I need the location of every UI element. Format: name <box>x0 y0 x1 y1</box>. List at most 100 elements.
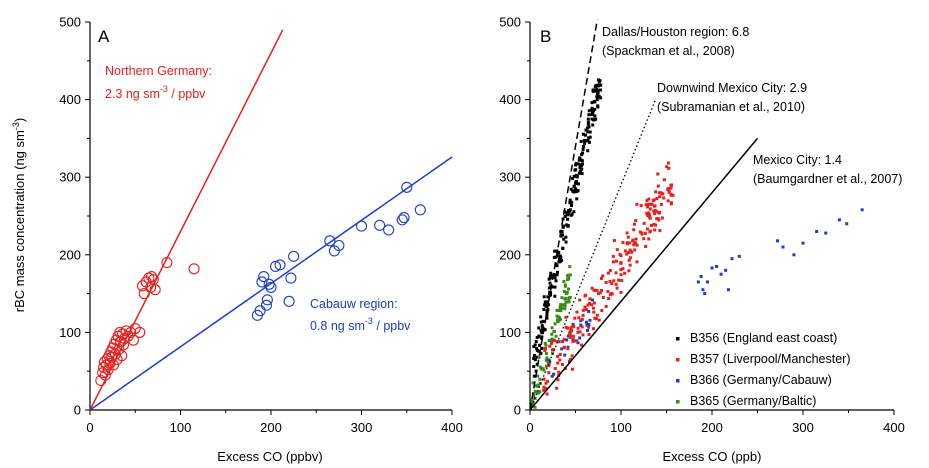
b357-point <box>652 198 656 202</box>
panel-a-y-axis-label-tail: ) <box>12 118 27 122</box>
b356-point <box>582 145 586 149</box>
b357-point <box>562 346 566 350</box>
b357-point <box>661 192 665 196</box>
b357-point <box>650 202 654 206</box>
b356-point <box>542 308 546 312</box>
b365-point <box>536 374 540 378</box>
b356-point <box>568 209 572 213</box>
mexico-city-line <box>529 137 759 411</box>
panel-a-x-tick-label: 0 <box>86 420 93 435</box>
b366-point <box>726 288 730 292</box>
b356-point <box>599 88 603 92</box>
b365-point <box>566 274 570 278</box>
b365-point <box>558 306 562 310</box>
b357-point <box>648 214 652 218</box>
b357-point <box>612 279 616 283</box>
b357-point <box>574 339 578 343</box>
b356-point <box>595 88 599 92</box>
panel-a-y-tick-label: 0 <box>74 403 81 418</box>
b366-point <box>579 323 583 327</box>
cabauw-point <box>274 259 286 271</box>
b357-point <box>568 336 572 340</box>
legend-marker <box>676 379 680 383</box>
b357-point <box>653 228 657 232</box>
b356-point <box>572 174 576 178</box>
b357-point <box>581 313 585 317</box>
b357-point <box>648 229 652 233</box>
northern-germany-value: 2.3 ng sm <box>105 87 160 101</box>
b357-point <box>555 386 559 390</box>
b356-point <box>579 139 583 143</box>
b357-point <box>656 217 660 221</box>
cabauw-point <box>374 219 386 231</box>
b357-point <box>644 245 648 249</box>
b356-point <box>573 190 577 194</box>
b366-point <box>590 298 594 302</box>
b357-point <box>608 269 612 273</box>
b357-point <box>628 263 632 267</box>
b357-point <box>569 326 573 330</box>
b365-point <box>554 334 558 338</box>
b357-point <box>648 216 652 220</box>
cabauw-point <box>256 276 268 288</box>
b356-point <box>587 113 591 117</box>
b366-point <box>776 239 780 243</box>
b357-point <box>619 254 623 258</box>
b357-point <box>573 316 577 320</box>
b356-point <box>570 204 574 208</box>
b356-point <box>549 271 553 275</box>
b357-point <box>626 251 630 255</box>
cabauw-point <box>283 295 295 307</box>
b357-point <box>590 286 594 290</box>
b357-point <box>645 199 649 203</box>
b365-point <box>531 381 535 385</box>
b366-point <box>705 280 709 284</box>
b357-point <box>634 237 638 241</box>
legend-marker <box>676 337 680 341</box>
b365-point <box>564 296 568 300</box>
b357-point <box>623 271 627 275</box>
b357-point <box>619 261 623 265</box>
b357-point <box>669 186 673 190</box>
b366-point <box>550 374 554 378</box>
b365-point <box>550 326 554 330</box>
b366-point <box>781 245 785 249</box>
b356-point <box>533 358 537 362</box>
b357-point <box>597 318 601 322</box>
b365-point <box>557 315 561 319</box>
b356-point <box>557 251 561 255</box>
b357-point <box>542 388 546 392</box>
b356-point <box>562 237 566 241</box>
panel-b: 0 100 200 300 400 0 100 200 300 400 500 B Dallas/H… <box>499 15 905 465</box>
b357-point <box>632 222 636 226</box>
b357-point <box>587 332 591 336</box>
b357-point <box>645 227 649 231</box>
panel-b-y-tick-label: 500 <box>499 15 521 30</box>
panel-a-y-axis-label: rBC mass concentration (ng sm-3) <box>11 118 27 312</box>
b365-point <box>568 265 572 269</box>
b356-point <box>578 169 582 173</box>
b356-point <box>574 163 578 167</box>
b356-point <box>550 274 554 278</box>
b366-point <box>730 257 734 261</box>
b357-point <box>587 325 591 329</box>
b357-point <box>671 193 675 197</box>
b356-point <box>532 357 536 361</box>
cabauw-point <box>254 305 266 317</box>
b365-point <box>534 384 538 388</box>
b357-point <box>660 216 664 220</box>
b365-point <box>555 308 559 312</box>
b357-point <box>645 211 649 215</box>
northern-germany-title: Northern Germany: <box>105 64 212 78</box>
panel-b-y-tick-label: 200 <box>499 247 521 262</box>
cabauw-point <box>414 204 426 216</box>
b357-point <box>638 230 642 234</box>
b356-point <box>552 273 556 277</box>
b356-point <box>577 171 581 175</box>
b366-point <box>563 353 567 357</box>
cabauw-point <box>355 220 368 232</box>
b366-point <box>579 319 583 323</box>
b356-point <box>595 95 599 99</box>
b357-point <box>570 354 574 358</box>
